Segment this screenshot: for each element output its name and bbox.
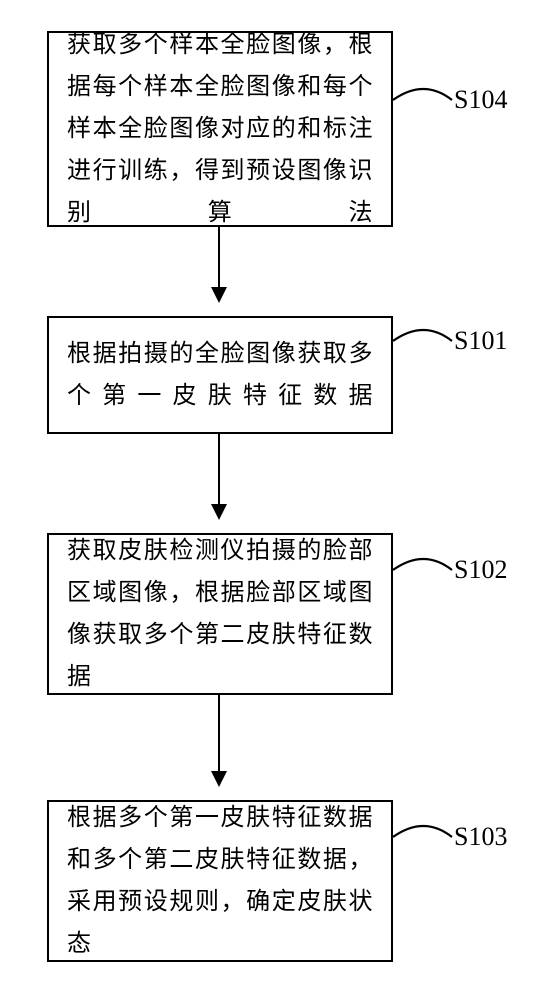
connector-line — [393, 548, 455, 584]
flow-arrow — [218, 227, 220, 301]
flow-node-text: 获取皮肤检测仪拍摄的脸部区域图像，根据脸部区域图像获取多个第二皮肤特征数据 — [67, 530, 373, 698]
connector-line — [393, 815, 455, 851]
flow-node-determine-state: 根据多个第一皮肤特征数据和多个第二皮肤特征数据，采用预设规则，确定皮肤状态 — [47, 800, 393, 962]
step-label: S101 — [454, 326, 507, 356]
flow-node-text: 获取多个样本全脸图像，根据每个样本全脸图像和每个样本全脸图像对应的和标注进行训练… — [67, 24, 373, 234]
flow-node-text: 根据多个第一皮肤特征数据和多个第二皮肤特征数据，采用预设规则，确定皮肤状态 — [67, 797, 373, 965]
connector-line — [393, 319, 455, 355]
flow-arrow — [218, 434, 220, 518]
flow-node-first-feature: 根据拍摄的全脸图像获取多个第一皮肤特征数据 — [47, 316, 393, 434]
flow-node-second-feature: 获取皮肤检测仪拍摄的脸部区域图像，根据脸部区域图像获取多个第二皮肤特征数据 — [47, 533, 393, 695]
step-label: S104 — [454, 85, 507, 115]
flow-arrow — [218, 695, 220, 785]
flow-node-text: 根据拍摄的全脸图像获取多个第一皮肤特征数据 — [67, 333, 373, 417]
flowchart-canvas: 获取多个样本全脸图像，根据每个样本全脸图像和每个样本全脸图像对应的和标注进行训练… — [0, 0, 537, 1000]
connector-line — [393, 78, 455, 114]
step-label: S102 — [454, 555, 507, 585]
flow-node-train: 获取多个样本全脸图像，根据每个样本全脸图像和每个样本全脸图像对应的和标注进行训练… — [47, 31, 393, 227]
step-label: S103 — [454, 822, 507, 852]
